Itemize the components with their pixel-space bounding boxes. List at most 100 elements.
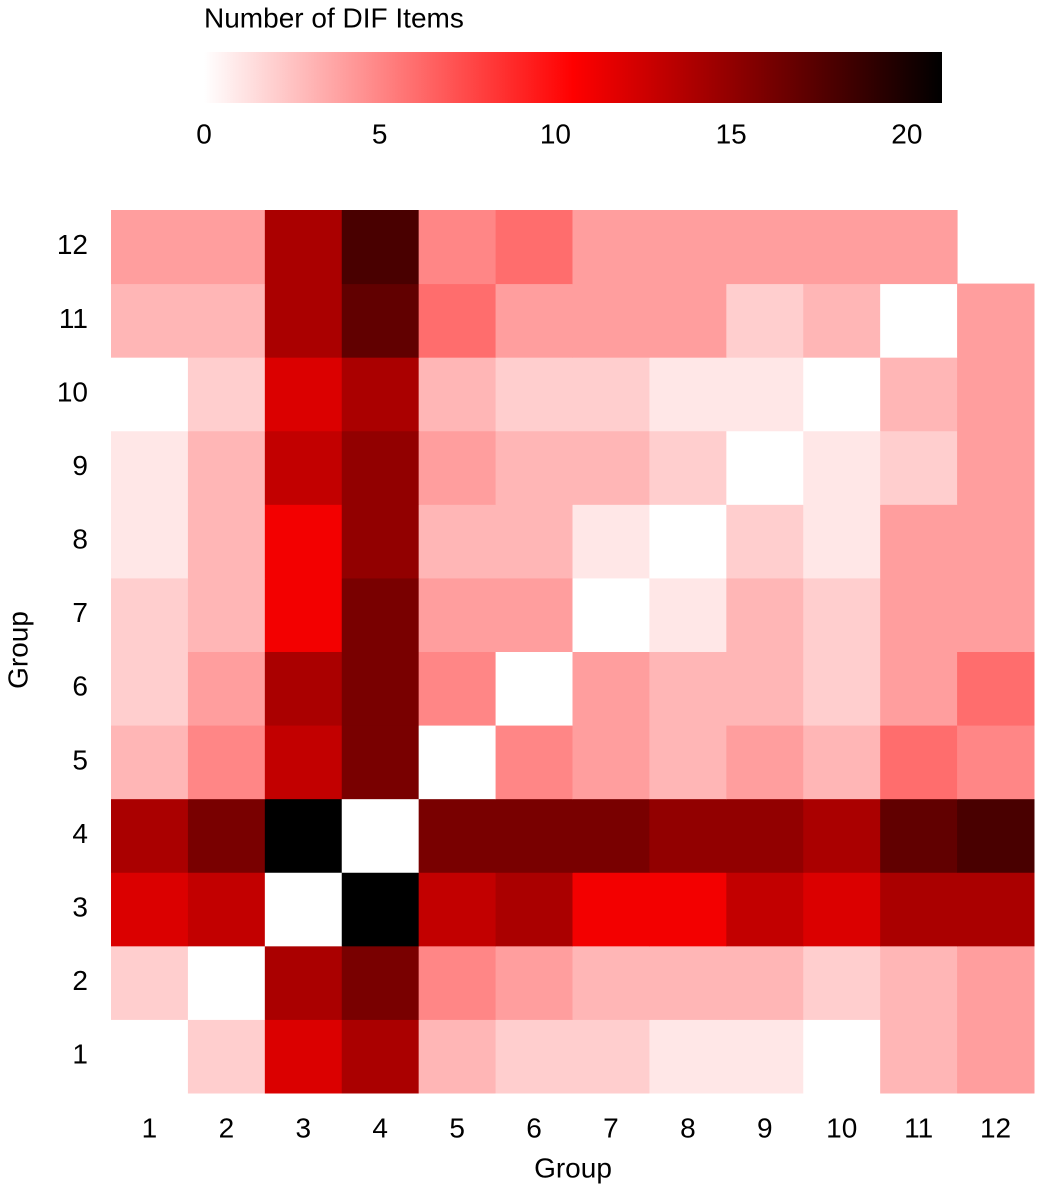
heatmap-cell xyxy=(726,210,804,285)
heatmap-cell xyxy=(264,283,343,358)
heatmap-cell xyxy=(957,1019,1035,1094)
heatmap-cell xyxy=(803,577,881,652)
y-tick-label: 2 xyxy=(72,965,88,996)
x-tick-label: 10 xyxy=(826,1112,857,1143)
heatmap-cell xyxy=(495,872,573,947)
heatmap-cell xyxy=(572,210,650,285)
heatmap-cell xyxy=(111,798,189,873)
heatmap-cell xyxy=(957,945,1035,1020)
x-tick-label: 8 xyxy=(680,1112,696,1143)
heatmap-cell xyxy=(341,945,420,1020)
heatmap-cell xyxy=(495,357,573,432)
heatmap-cell xyxy=(957,430,1035,505)
heatmap-cell xyxy=(187,798,266,873)
heatmap-cell xyxy=(418,357,497,432)
heatmap-cell xyxy=(880,357,958,432)
x-tick-label: 6 xyxy=(526,1112,542,1143)
heatmap-cell xyxy=(803,725,881,800)
heatmap-cell xyxy=(264,945,343,1020)
heatmap-cell xyxy=(111,283,189,358)
x-tick-label: 1 xyxy=(142,1112,158,1143)
heatmap-cell xyxy=(341,210,420,285)
heatmap-cell xyxy=(649,283,727,358)
heatmap-cell xyxy=(495,430,573,505)
heatmap-cell xyxy=(418,210,497,285)
x-tick-label: 2 xyxy=(219,1112,235,1143)
heatmap-cell xyxy=(803,430,881,505)
heatmap-cell xyxy=(111,945,189,1020)
y-tick-label: 7 xyxy=(72,597,88,628)
heatmap-cell xyxy=(649,872,727,947)
heatmap-cell xyxy=(880,577,958,652)
heatmap-cell xyxy=(726,798,804,873)
y-tick-label: 8 xyxy=(72,524,88,555)
heatmap-cell xyxy=(572,798,650,873)
heatmap-cell xyxy=(187,945,266,1020)
heatmap-cell xyxy=(264,651,343,726)
heatmap-cell xyxy=(649,798,727,873)
heatmap-cell xyxy=(418,945,497,1020)
heatmap-cell xyxy=(495,283,573,358)
y-tick-label: 9 xyxy=(72,450,88,481)
heatmap-cell xyxy=(495,577,573,652)
colorbar xyxy=(204,52,942,103)
y-tick-label: 11 xyxy=(59,303,88,334)
heatmap-cell xyxy=(726,283,804,358)
heatmap-cell xyxy=(264,504,343,579)
heatmap-cell xyxy=(803,651,881,726)
y-tick-label: 4 xyxy=(72,818,88,849)
heatmap-cell xyxy=(572,725,650,800)
heatmap-cell xyxy=(264,577,343,652)
heatmap-cell xyxy=(264,1019,343,1094)
heatmap-cell xyxy=(726,577,804,652)
heatmap-cell xyxy=(495,210,573,285)
heatmap-cell xyxy=(726,504,804,579)
heatmap-cell xyxy=(880,283,958,358)
heatmap-cell xyxy=(495,725,573,800)
x-tick-label: 4 xyxy=(372,1112,388,1143)
heatmap-cell xyxy=(649,1019,727,1094)
heatmap-cell xyxy=(341,283,420,358)
heatmap-cell xyxy=(726,430,804,505)
heatmap-cell xyxy=(572,283,650,358)
heatmap-cell xyxy=(264,210,343,285)
heatmap-cell xyxy=(803,210,881,285)
heatmap-cell xyxy=(726,651,804,726)
heatmap-cell xyxy=(957,283,1035,358)
heatmap-cell xyxy=(187,357,266,432)
heatmap-cell xyxy=(726,725,804,800)
heatmap-cell xyxy=(341,725,420,800)
colorbar-tick-label: 10 xyxy=(540,118,571,149)
heatmap-cell xyxy=(649,651,727,726)
heatmap-cell xyxy=(649,577,727,652)
heatmap-cell xyxy=(957,357,1035,432)
heatmap-cell xyxy=(341,798,420,873)
heatmap-cell xyxy=(418,651,497,726)
heatmap-cell xyxy=(264,872,343,947)
y-axis-label: Group xyxy=(2,611,33,689)
heatmap-cell xyxy=(649,504,727,579)
heatmap-cell xyxy=(803,872,881,947)
heatmap-cell xyxy=(957,577,1035,652)
heatmap-cell xyxy=(111,430,189,505)
heatmap-cell xyxy=(649,210,727,285)
heatmap-cell xyxy=(111,357,189,432)
colorbar-tick-label: 20 xyxy=(891,118,922,149)
heatmap-cell xyxy=(341,1019,420,1094)
y-tick-label: 3 xyxy=(72,891,88,922)
x-tick-label: 3 xyxy=(296,1112,312,1143)
heatmap-cell xyxy=(418,1019,497,1094)
heatmap-cell xyxy=(726,357,804,432)
heatmap-cell xyxy=(418,504,497,579)
heatmap-cell xyxy=(880,504,958,579)
heatmap-cell xyxy=(187,283,266,358)
heatmap-cell xyxy=(418,725,497,800)
heatmap-cell xyxy=(803,283,881,358)
heatmap-cell xyxy=(957,651,1035,726)
heatmap-cell xyxy=(726,1019,804,1094)
heatmap-cell xyxy=(264,357,343,432)
heatmap-cell xyxy=(880,725,958,800)
heatmap-cell xyxy=(418,430,497,505)
heatmap-cell xyxy=(880,872,958,947)
heatmap-cell xyxy=(880,430,958,505)
